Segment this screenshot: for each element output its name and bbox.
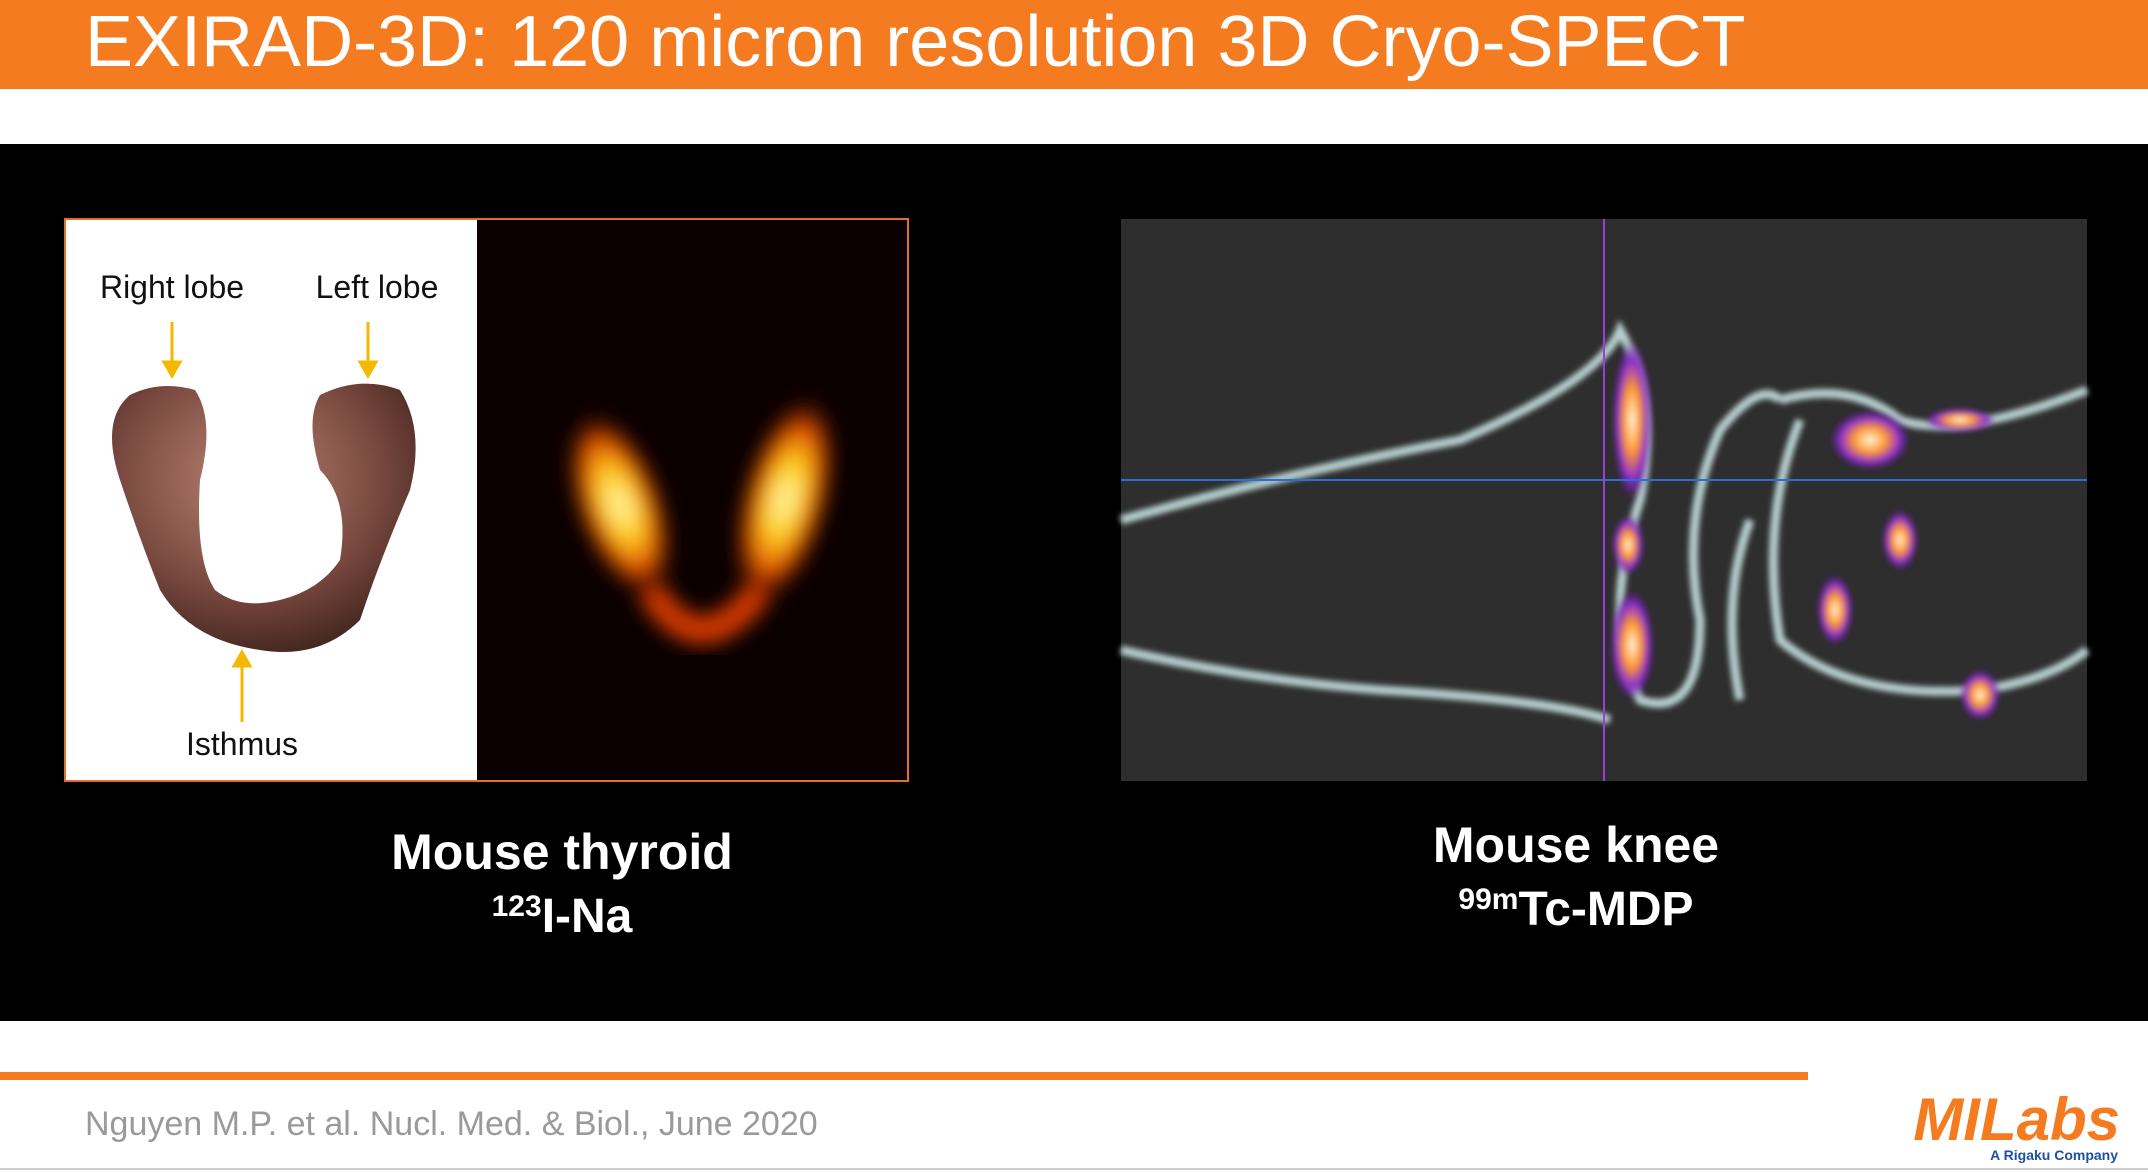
logo: MILabs [1913, 1086, 2120, 1153]
header-bar [0, 0, 2148, 89]
thyroid-hotspots [565, 393, 837, 644]
isotope-name: Tc-MDP [1518, 883, 1693, 936]
caption: Mouse knee [1433, 817, 1719, 873]
citation: Nguyen M.P. et al. Nucl. Med. & Biol., J… [85, 1105, 818, 1143]
thyroid-frame [64, 218, 909, 782]
isotope: 123I-Na [492, 890, 633, 943]
thyroid-shape [112, 383, 416, 652]
caption: Mouse thyroid [391, 824, 733, 880]
image-label: Isthmus [186, 726, 298, 762]
image-label: Left lobe [316, 269, 439, 305]
isotope-superscript: 99m [1458, 883, 1518, 916]
isotope-superscript: 123 [492, 890, 542, 923]
logo-tagline: A Rigaku Company [1990, 1147, 2118, 1163]
slide-title: EXIRAD-3D: 120 micron resolution 3D Cryo… [85, 2, 1746, 82]
arrows [161, 322, 379, 722]
thyroid-spect [477, 219, 908, 781]
isotope: 99mTc-MDP [1458, 883, 1693, 936]
isotope-name: I-Na [542, 890, 633, 943]
uptake-spots [1610, 340, 2000, 720]
footer-rule [0, 1072, 1808, 1080]
image-label: Right lobe [100, 269, 244, 305]
